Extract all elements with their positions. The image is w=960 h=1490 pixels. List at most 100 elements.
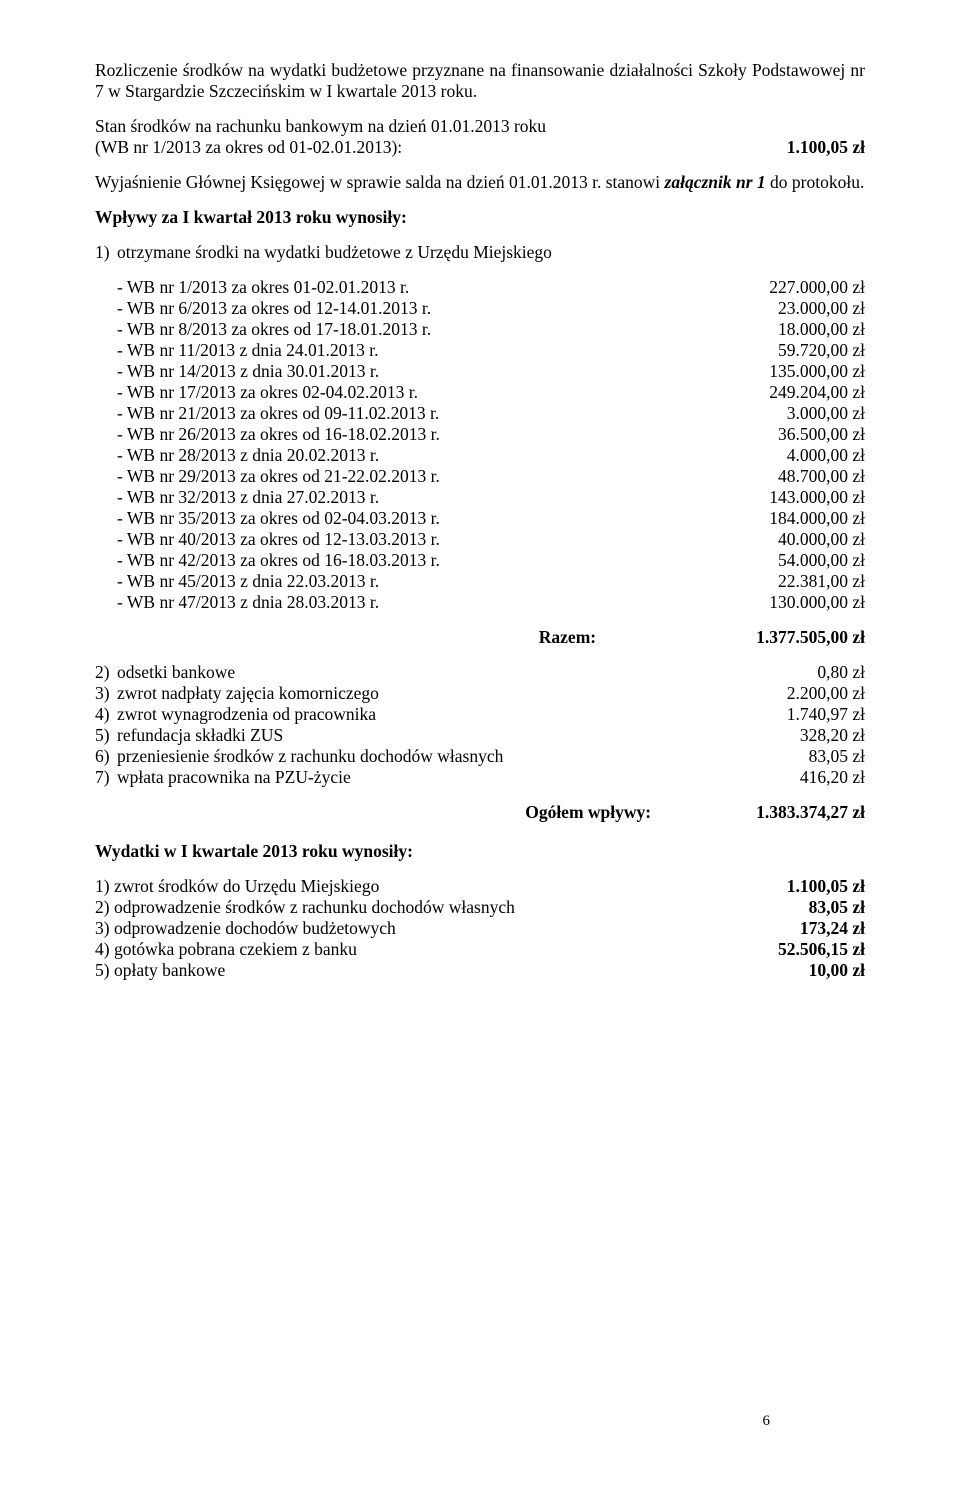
expense-label: 1) zwrot środków do Urzędu Miejskiego <box>95 876 767 897</box>
wb-line-item: - WB nr 29/2013 za okres od 21-22.02.201… <box>95 466 865 487</box>
item-1-num: 1) <box>95 242 117 263</box>
ogolem-row: Ogółem wpływy: 1.383.374,27 zł <box>95 802 865 823</box>
expense-item: 3) odprowadzenie dochodów budżetowych173… <box>95 918 865 939</box>
wb-item-label: - WB nr 42/2013 za okres od 16-18.03.201… <box>117 550 758 571</box>
expense-label: 2) odprowadzenie środków z rachunku doch… <box>95 897 789 918</box>
document-title: Rozliczenie środków na wydatki budżetowe… <box>95 60 865 102</box>
wb-item-amount: 54.000,00 zł <box>758 550 865 571</box>
wb-item-label: - WB nr 35/2013 za okres od 02-04.03.201… <box>117 508 749 529</box>
wb-item-label: - WB nr 47/2013 z dnia 28.03.2013 r. <box>117 592 749 613</box>
expenses-list: 1) zwrot środków do Urzędu Miejskiego1.1… <box>95 876 865 981</box>
item-body: zwrot nadpłaty zajęcia komorniczego2.200… <box>117 683 865 704</box>
item-label: zwrot wynagrodzenia od pracownika <box>117 704 376 725</box>
numbered-item: 3)zwrot nadpłaty zajęcia komorniczego2.2… <box>95 683 865 704</box>
wb-item-label: - WB nr 29/2013 za okres od 21-22.02.201… <box>117 466 758 487</box>
wb-item-amount: 135.000,00 zł <box>749 361 865 382</box>
expense-item: 1) zwrot środków do Urzędu Miejskiego1.1… <box>95 876 865 897</box>
expense-label: 5) opłaty bankowe <box>95 960 789 981</box>
item-label: odsetki bankowe <box>117 662 235 683</box>
wb-item-amount: 36.500,00 zł <box>758 424 865 445</box>
expense-item: 2) odprowadzenie środków z rachunku doch… <box>95 897 865 918</box>
explanation-prefix: Wyjaśnienie Głównej Księgowej w sprawie … <box>95 172 665 192</box>
wb-line-item: - WB nr 26/2013 za okres od 16-18.02.201… <box>95 424 865 445</box>
wb-line-item: - WB nr 47/2013 z dnia 28.03.2013 r.130.… <box>95 592 865 613</box>
balance-line-1: Stan środków na rachunku bankowym na dzi… <box>95 116 865 137</box>
item-label: przeniesienie środków z rachunku dochodó… <box>117 746 503 767</box>
wb-item-label: - WB nr 40/2013 za okres od 12-13.03.201… <box>117 529 758 550</box>
wb-item-amount: 23.000,00 zł <box>758 298 865 319</box>
numbered-item: 5)refundacja składki ZUS328,20 zł <box>95 725 865 746</box>
wb-item-amount: 40.000,00 zł <box>758 529 865 550</box>
expense-item: 5) opłaty bankowe10,00 zł <box>95 960 865 981</box>
wb-item-amount: 227.000,00 zł <box>749 277 865 298</box>
wb-line-item: - WB nr 45/2013 z dnia 22.03.2013 r.22.3… <box>95 571 865 592</box>
wb-line-item: - WB nr 17/2013 za okres 02-04.02.2013 r… <box>95 382 865 403</box>
wb-item-label: - WB nr 1/2013 za okres 01-02.01.2013 r. <box>117 277 749 298</box>
numbered-item: 7)wpłata pracownika na PZU-życie416,20 z… <box>95 767 865 788</box>
wb-line-item: - WB nr 14/2013 z dnia 30.01.2013 r.135.… <box>95 361 865 382</box>
item-body: przeniesienie środków z rachunku dochodó… <box>117 746 865 767</box>
wb-item-label: - WB nr 11/2013 z dnia 24.01.2013 r. <box>117 340 758 361</box>
expense-amount: 1.100,05 zł <box>767 876 865 897</box>
numbered-item: 2)odsetki bankowe 0,80 zł <box>95 662 865 683</box>
other-items-list: 2)odsetki bankowe0,80 zł3)zwrot nadpłaty… <box>95 662 865 788</box>
wb-line-item: - WB nr 40/2013 za okres od 12-13.03.201… <box>95 529 865 550</box>
item-body: refundacja składki ZUS328,20 zł <box>117 725 865 746</box>
expense-item: 4) gotówka pobrana czekiem z banku52.506… <box>95 939 865 960</box>
ogolem-amount: 1.383.374,27 zł <box>756 802 865 823</box>
wb-item-label: - WB nr 26/2013 za okres od 16-18.02.201… <box>117 424 758 445</box>
wb-line-item: - WB nr 32/2013 z dnia 27.02.2013 r.143.… <box>95 487 865 508</box>
wb-line-item: - WB nr 35/2013 za okres od 02-04.03.201… <box>95 508 865 529</box>
wb-list: - WB nr 1/2013 za okres 01-02.01.2013 r.… <box>95 277 865 613</box>
page-number: 6 <box>763 1412 771 1430</box>
item-body: odsetki bankowe 0,80 zł <box>117 662 865 683</box>
item-amount: 83,05 zł <box>809 746 865 767</box>
item-1: 1) otrzymane środki na wydatki budżetowe… <box>95 242 865 263</box>
wb-line-item: - WB nr 1/2013 za okres 01-02.01.2013 r.… <box>95 277 865 298</box>
expense-amount: 10,00 zł <box>789 960 865 981</box>
wb-item-amount: 4.000,00 zł <box>767 445 865 466</box>
expense-amount: 52.506,15 zł <box>758 939 865 960</box>
wb-item-amount: 3.000,00 zł <box>767 403 865 424</box>
expense-label: 3) odprowadzenie dochodów budżetowych <box>95 918 780 939</box>
item-num: 6) <box>95 746 117 767</box>
explanation-paragraph: Wyjaśnienie Głównej Księgowej w sprawie … <box>95 172 865 193</box>
item-body: zwrot wynagrodzenia od pracownika1.740,9… <box>117 704 865 725</box>
item-num: 7) <box>95 767 117 788</box>
wb-item-label: - WB nr 45/2013 z dnia 22.03.2013 r. <box>117 571 758 592</box>
numbered-item: 4)zwrot wynagrodzenia od pracownika1.740… <box>95 704 865 725</box>
item-num: 4) <box>95 704 117 725</box>
expense-label: 4) gotówka pobrana czekiem z banku <box>95 939 758 960</box>
expense-amount: 173,24 zł <box>780 918 865 939</box>
explanation-suffix: do protokołu. <box>766 172 865 192</box>
wb-item-amount: 18.000,00 zł <box>758 319 865 340</box>
wb-item-amount: 249.204,00 zł <box>749 382 865 403</box>
wb-item-amount: 22.381,00 zł <box>758 571 865 592</box>
ogolem-label: Ogółem wpływy: <box>525 802 651 823</box>
wb-line-item: - WB nr 21/2013 za okres od 09-11.02.201… <box>95 403 865 424</box>
wb-item-amount: 130.000,00 zł <box>749 592 865 613</box>
item-num: 3) <box>95 683 117 704</box>
wb-item-label: - WB nr 21/2013 za okres od 09-11.02.201… <box>117 403 767 424</box>
wb-item-amount: 184.000,00 zł <box>749 508 865 529</box>
balance-line-2: (WB nr 1/2013 za okres od 01-02.01.2013)… <box>95 137 865 158</box>
expense-amount: 83,05 zł <box>789 897 865 918</box>
wb-item-label: - WB nr 17/2013 za okres 02-04.02.2013 r… <box>117 382 749 403</box>
wb-line-item: - WB nr 11/2013 z dnia 24.01.2013 r.59.7… <box>95 340 865 361</box>
item-num: 2) <box>95 662 117 683</box>
wb-item-label: - WB nr 14/2013 z dnia 30.01.2013 r. <box>117 361 749 382</box>
wb-line-item: - WB nr 6/2013 za okres od 12-14.01.2013… <box>95 298 865 319</box>
item-label: zwrot nadpłaty zajęcia komorniczego <box>117 683 379 704</box>
explanation-attachment: załącznik nr 1 <box>665 172 766 192</box>
wb-item-label: - WB nr 28/2013 z dnia 20.02.2013 r. <box>117 445 767 466</box>
item-amount: 0,80 zł <box>817 662 865 683</box>
item-label: refundacja składki ZUS <box>117 725 283 746</box>
wb-line-item: - WB nr 28/2013 z dnia 20.02.2013 r.4.00… <box>95 445 865 466</box>
wb-item-label: - WB nr 32/2013 z dnia 27.02.2013 r. <box>117 487 749 508</box>
wb-item-label: - WB nr 8/2013 za okres od 17-18.01.2013… <box>117 319 758 340</box>
wb-item-amount: 59.720,00 zł <box>758 340 865 361</box>
item-label: wpłata pracownika na PZU-życie <box>117 767 351 788</box>
wb-item-label: - WB nr 6/2013 za okres od 12-14.01.2013… <box>117 298 758 319</box>
razem-row: Razem: 1.377.505,00 zł <box>95 627 865 648</box>
item-num: 5) <box>95 725 117 746</box>
